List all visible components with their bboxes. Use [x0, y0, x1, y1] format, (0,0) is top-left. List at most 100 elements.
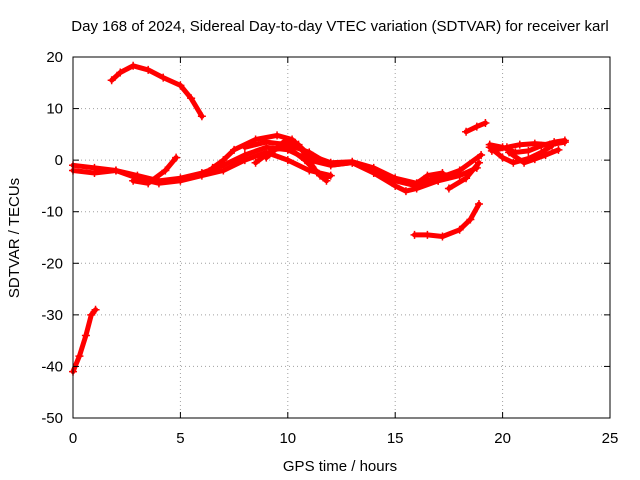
series-arc-13 [462, 119, 490, 136]
series-arc-5 [129, 153, 181, 188]
data-point [462, 127, 471, 136]
data-point [262, 153, 271, 162]
y-tick-label: -10 [41, 204, 63, 221]
data-point [410, 230, 419, 239]
series-line [463, 120, 488, 135]
data-point [520, 158, 529, 167]
y-tick-label: -40 [41, 358, 63, 375]
data-point [401, 187, 410, 196]
y-tick-label: -20 [41, 255, 63, 272]
series-arc-9 [262, 138, 331, 183]
data-point [423, 230, 432, 239]
data-point [159, 73, 168, 82]
data-point [326, 171, 335, 180]
plot-frame [72, 56, 611, 419]
data-point [240, 156, 249, 165]
data-point [412, 179, 421, 188]
data-point [455, 166, 464, 175]
data-point [477, 150, 486, 159]
x-tick-label: 10 [279, 430, 296, 447]
data-point [326, 161, 335, 170]
chart-title: Day 168 of 2024, Sidereal Day-to-day VTE… [71, 18, 608, 35]
grid-lines [73, 57, 610, 418]
data-point [391, 181, 400, 190]
data-point [161, 166, 170, 175]
series-line [130, 155, 179, 186]
data-point [524, 146, 533, 155]
data-point [230, 145, 239, 154]
y-tick-label: -30 [41, 307, 63, 324]
data-point [369, 169, 378, 178]
data-point [438, 232, 447, 241]
data-point [107, 76, 116, 85]
series-line [70, 307, 99, 375]
data-point [91, 305, 100, 314]
data-point [144, 65, 153, 74]
data-point [90, 169, 99, 178]
data-point [505, 148, 514, 157]
data-point [262, 138, 271, 147]
y-axis-label: SDTVAR / TECUs [6, 178, 23, 298]
data-point [530, 155, 539, 164]
data-point [129, 176, 138, 185]
data-point [322, 174, 331, 183]
y-tick-label: 10 [46, 101, 63, 118]
data-point [560, 138, 569, 147]
series-arc-12 [410, 199, 483, 241]
data-point [509, 158, 518, 167]
x-tick-label: 0 [69, 430, 77, 447]
data-point [219, 156, 228, 165]
data-point [208, 163, 217, 172]
data-point [474, 199, 483, 208]
data-point [116, 68, 125, 77]
data-point [197, 112, 206, 121]
data-point [554, 145, 563, 154]
x-tick-label: 5 [176, 430, 184, 447]
data-point [466, 215, 475, 224]
data-point [240, 143, 249, 152]
data-point [474, 158, 483, 167]
series-arc-17 [505, 145, 563, 167]
data-point [81, 331, 90, 340]
data-point [472, 122, 481, 131]
data-point [462, 174, 471, 183]
data-point [176, 176, 185, 185]
data-point [481, 119, 490, 128]
series-arc-1 [69, 305, 100, 376]
data-point [438, 169, 447, 178]
data-point [391, 174, 400, 183]
data-point [434, 176, 443, 185]
data-point [294, 140, 303, 149]
y-tick-label: -50 [41, 410, 63, 427]
x-tick-label: 20 [494, 430, 511, 447]
x-tick-label: 25 [602, 430, 619, 447]
data-point [251, 158, 260, 167]
data-point [176, 81, 185, 90]
data-point [111, 166, 120, 175]
data-point [172, 153, 181, 162]
series-arc-2 [107, 61, 206, 121]
data-point [129, 61, 138, 70]
axis-ticks: 0 5 10 15 20 25 -50 -40 -30 -20 -10 0 10 20 [41, 49, 618, 447]
data-point [515, 140, 524, 149]
data-point [75, 352, 84, 361]
data-point [444, 184, 453, 193]
y-tick-label: 0 [55, 152, 63, 169]
series-arc-10 [412, 169, 447, 188]
data-point [348, 158, 357, 167]
series-arc-11 [444, 158, 483, 193]
data-point [154, 179, 163, 188]
data-series [69, 61, 569, 376]
data-point [502, 143, 511, 152]
series-line [109, 63, 205, 119]
data-point [273, 131, 282, 140]
data-point [197, 171, 206, 180]
x-tick-label: 15 [387, 430, 404, 447]
data-point [283, 156, 292, 165]
data-point [498, 153, 507, 162]
data-point [455, 225, 464, 234]
data-point [219, 166, 228, 175]
data-point [548, 141, 557, 150]
data-point [485, 143, 494, 152]
